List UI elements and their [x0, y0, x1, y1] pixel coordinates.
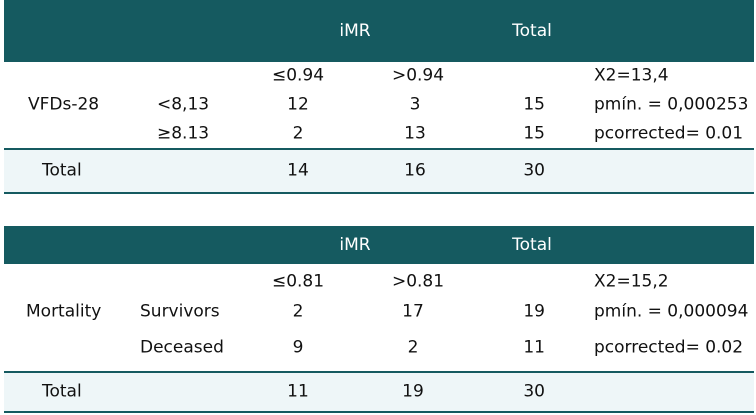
- total-total: 30: [523, 160, 545, 181]
- total-row-label: Total: [42, 381, 82, 402]
- table-header: iMR Total: [4, 0, 754, 62]
- cell-high: 2: [407, 337, 419, 358]
- row-group-label: Mortality: [26, 301, 102, 322]
- total-header: Total: [512, 235, 552, 255]
- row-label: ≥8.13: [157, 123, 210, 144]
- total-high: 19: [402, 381, 424, 402]
- table-header: iMR Total: [4, 226, 754, 264]
- cell-high: 13: [404, 123, 426, 144]
- imr-high-threshold: >0.81: [391, 271, 445, 292]
- imr-header: iMR: [339, 21, 371, 41]
- total-total: 30: [523, 381, 545, 402]
- total-header: Total: [512, 21, 552, 41]
- cell-total: 15: [523, 94, 545, 115]
- chi-square-stat: X2=13,4: [594, 65, 669, 86]
- mortality-table: iMR Total ≤0.81 >0.81 X2=15,2 Mortality …: [4, 226, 754, 415]
- total-row-label: Total: [42, 160, 82, 181]
- p-corrected-stat: pcorrected= 0.02: [594, 337, 744, 358]
- p-min-stat: pmín. = 0,000253: [594, 94, 749, 115]
- p-corrected-stat: pcorrected= 0.01: [594, 123, 744, 144]
- cell-low: 2: [292, 123, 304, 144]
- cell-high: 17: [402, 301, 424, 322]
- vfd-table: iMR Total ≤0.94 >0.94 X2=13,4 VFDs-28 <8…: [4, 0, 754, 194]
- divider: [4, 371, 754, 373]
- row-label: <8,13: [157, 94, 210, 115]
- total-low: 14: [287, 160, 309, 181]
- imr-low-threshold: ≤0.81: [271, 271, 325, 292]
- row-label: Survivors: [140, 301, 220, 322]
- imr-header: iMR: [339, 235, 371, 255]
- divider: [4, 192, 754, 194]
- cell-low: 9: [292, 337, 304, 358]
- total-row: Total 14 16 30: [4, 150, 754, 192]
- imr-high-threshold: >0.94: [391, 65, 445, 86]
- cell-low: 2: [292, 301, 304, 322]
- cell-total: 19: [523, 301, 545, 322]
- chi-square-stat: X2=15,2: [594, 271, 669, 292]
- total-low: 11: [287, 381, 309, 402]
- cell-total: 15: [523, 123, 545, 144]
- divider: [4, 148, 754, 150]
- cell-low: 12: [287, 94, 309, 115]
- total-row: Total 11 19 30: [4, 373, 754, 411]
- p-min-stat: pmín. = 0,000094: [594, 301, 749, 322]
- imr-low-threshold: ≤0.94: [271, 65, 325, 86]
- row-label: Deceased: [140, 337, 224, 358]
- cell-high: 3: [409, 94, 421, 115]
- divider: [4, 411, 754, 413]
- total-high: 16: [404, 160, 426, 181]
- cell-total: 11: [523, 337, 545, 358]
- row-group-label: VFDs-28: [28, 94, 100, 115]
